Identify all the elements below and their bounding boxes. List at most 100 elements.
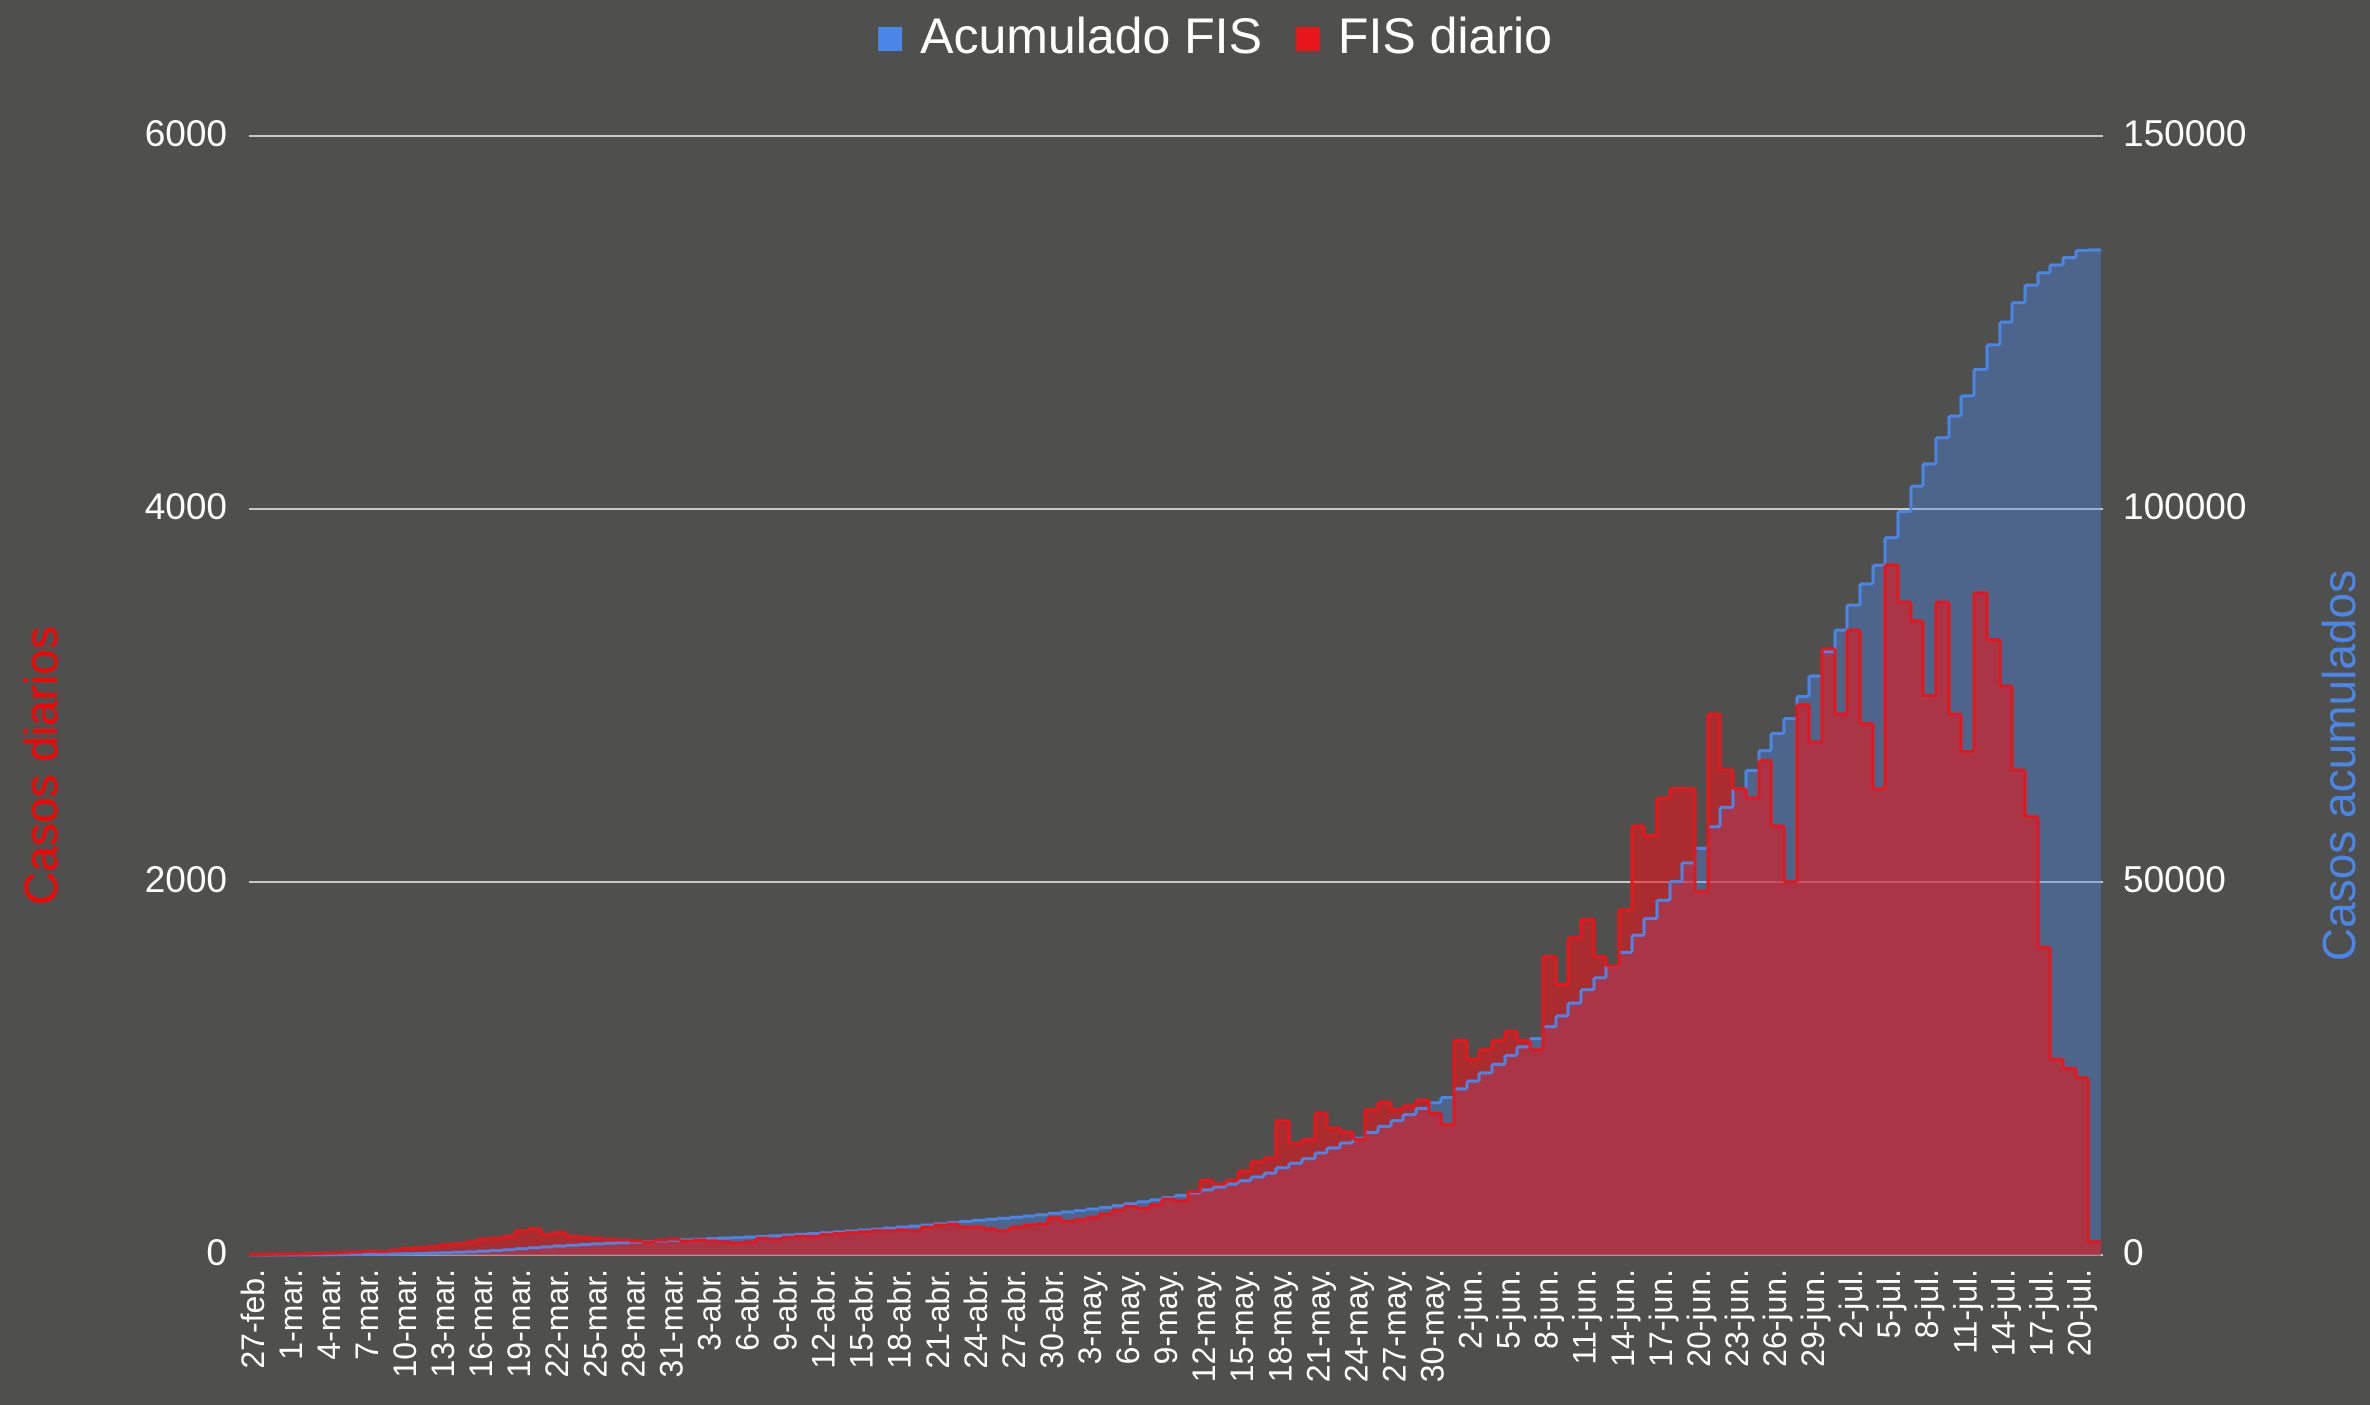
area-step xyxy=(1682,788,1695,1255)
x-tick-label: 24-may. xyxy=(1338,1269,1374,1382)
x-tick-label: 18-may. xyxy=(1262,1269,1298,1382)
area-step xyxy=(1010,1227,1023,1255)
x-tick-label: 3-may. xyxy=(1072,1269,1108,1364)
area-step xyxy=(1505,1031,1517,1255)
area-step xyxy=(2076,250,2088,1256)
area-step xyxy=(401,1248,414,1255)
area-step xyxy=(1543,956,1556,1255)
area-step xyxy=(668,1239,680,1255)
area-step xyxy=(947,1224,959,1255)
area-step xyxy=(1353,1139,1365,1255)
area-step xyxy=(1112,1210,1124,1255)
x-tick-label: 14-jul. xyxy=(1985,1269,2021,1356)
area-step xyxy=(1936,602,1949,1255)
area-step xyxy=(833,1233,845,1255)
area-step xyxy=(1441,1124,1454,1255)
area-step xyxy=(1759,760,1771,1255)
x-tick-label: 25-mar. xyxy=(577,1269,613,1377)
legend-swatch xyxy=(878,27,903,51)
x-tick-label: 17-jun. xyxy=(1643,1269,1679,1367)
area-step xyxy=(1467,1059,1479,1255)
area-step xyxy=(1797,704,1809,1255)
area-step xyxy=(744,1241,756,1255)
series-line xyxy=(249,563,2101,1257)
x-tick-label: 27-may. xyxy=(1376,1269,1412,1382)
x-tick-label: 17-jul. xyxy=(2023,1269,2059,1356)
x-tick-label: 27-abr. xyxy=(996,1269,1032,1369)
y-tick-label: 6000 xyxy=(145,113,227,154)
x-tick-label: 15-abr. xyxy=(844,1269,880,1369)
area-step xyxy=(909,1230,921,1255)
area-step xyxy=(1923,695,1936,1255)
x-tick-label: 31-mar. xyxy=(653,1269,689,1377)
x-tick-label: 5-jun. xyxy=(1491,1269,1527,1349)
x-tick-label: 8-jun. xyxy=(1529,1269,1565,1349)
area-step xyxy=(782,1237,794,1255)
area-step xyxy=(642,1241,655,1255)
area-step xyxy=(1581,919,1594,1255)
area-step xyxy=(2076,1077,2088,1255)
area-step xyxy=(972,1227,985,1255)
area-fills xyxy=(249,249,2101,1256)
x-tick-label: 10-mar. xyxy=(387,1269,423,1377)
y2-tick-label: 150000 xyxy=(2123,113,2246,154)
area-step xyxy=(1023,1225,1035,1255)
area-step xyxy=(1327,1128,1340,1255)
area-step xyxy=(718,1241,731,1255)
area-step xyxy=(756,1238,769,1255)
area-step xyxy=(1365,1109,1378,1255)
area-step xyxy=(1403,1105,1416,1255)
area-step xyxy=(1873,788,1885,1255)
area-step xyxy=(1733,788,1746,1255)
area-step xyxy=(1175,1200,1188,1255)
area-step xyxy=(1238,1171,1251,1255)
area-step xyxy=(1302,1139,1315,1255)
area-step xyxy=(1606,965,1619,1255)
area-step xyxy=(1264,1158,1276,1255)
area-step xyxy=(959,1227,972,1255)
area-step xyxy=(1809,742,1822,1255)
area-step xyxy=(452,1243,465,1255)
area-step xyxy=(1276,1120,1289,1255)
area-step xyxy=(630,1241,642,1255)
area-step xyxy=(553,1232,566,1255)
area-step xyxy=(934,1225,947,1255)
y-axis-title: Casos diarios xyxy=(15,626,67,905)
x-tick-label: 2-jun. xyxy=(1453,1269,1489,1349)
area-step xyxy=(503,1236,515,1255)
area-step xyxy=(1898,602,1911,1255)
x-tick-label: 11-jul. xyxy=(1947,1269,1983,1354)
area-step xyxy=(1226,1180,1238,1255)
x-tick-label: 9-may. xyxy=(1148,1269,1184,1364)
x-tick-label: 6-abr. xyxy=(730,1269,766,1351)
area-step xyxy=(515,1230,528,1255)
x-tick-label: 28-mar. xyxy=(615,1269,651,1377)
area-step xyxy=(1479,1049,1492,1255)
area-step xyxy=(2050,1059,2063,1255)
area-step xyxy=(1035,1224,1048,1255)
area-step xyxy=(896,1229,909,1255)
y-tick-label: 2000 xyxy=(145,859,227,900)
area-step xyxy=(2063,1068,2076,1255)
area-step xyxy=(579,1237,591,1255)
area-step xyxy=(1746,798,1759,1255)
area-step xyxy=(1657,798,1670,1255)
area-step xyxy=(1188,1191,1200,1255)
x-tick-label: 18-abr. xyxy=(882,1269,918,1369)
area-step xyxy=(1454,1040,1467,1255)
x-tick-label: 12-may. xyxy=(1186,1269,1222,1382)
x-tick-label: 14-jun. xyxy=(1605,1269,1641,1367)
area-step xyxy=(1835,714,1847,1255)
legend-label: Acumulado FIS xyxy=(920,8,1262,64)
area-step xyxy=(1949,714,1961,1255)
x-tick-label: 30-abr. xyxy=(1034,1269,1070,1369)
area-step xyxy=(1974,592,1987,1255)
x-tick-label: 12-abr. xyxy=(806,1269,842,1369)
area-step xyxy=(604,1239,617,1255)
area-step xyxy=(439,1244,452,1255)
y-tick-label: 0 xyxy=(206,1232,227,1273)
x-tick-label: 11-jun. xyxy=(1567,1269,1603,1364)
area-step xyxy=(871,1230,883,1255)
area-step xyxy=(1150,1204,1162,1255)
